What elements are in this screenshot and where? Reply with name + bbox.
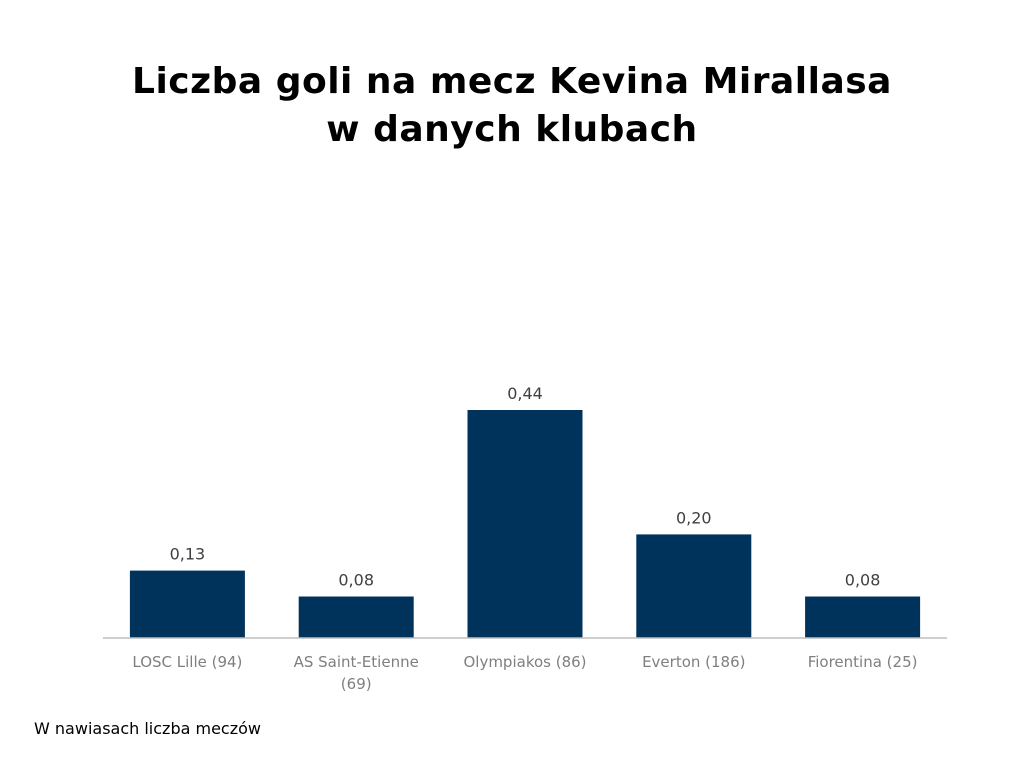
bar-2 <box>298 596 414 638</box>
bar-4 <box>636 534 752 638</box>
chart-title: Liczba goli na mecz Kevina Mirallasa w d… <box>132 61 892 150</box>
data-labels-layer: 0,13 0,08 0,44 0,20 0,08 <box>170 384 881 590</box>
footnote: W nawiasach liczba meczów <box>34 719 261 738</box>
x-tick-label-4: Everton (186) <box>642 653 745 671</box>
data-label-1: 0,13 <box>170 545 206 564</box>
tick-labels-layer: LOSC Lille (94) AS Saint-Etienne (69) Olymp… <box>132 653 917 693</box>
data-label-4: 0,20 <box>676 508 712 527</box>
data-label-3: 0,44 <box>507 384 543 403</box>
x-tick-label-2: AS Saint-Etienne (69) <box>294 653 419 693</box>
bar-3 <box>467 410 583 638</box>
x-tick-label-5: Fiorentina (25) <box>808 653 918 671</box>
x-tick-label-1: LOSC Lille (94) <box>132 653 242 671</box>
x-tick-label-3: Olympiakos (86) <box>463 653 586 671</box>
bars-layer <box>129 410 921 638</box>
bar-5 <box>805 596 921 638</box>
data-label-2: 0,08 <box>338 571 374 590</box>
bar-1 <box>129 570 245 638</box>
data-label-5: 0,08 <box>845 571 881 590</box>
